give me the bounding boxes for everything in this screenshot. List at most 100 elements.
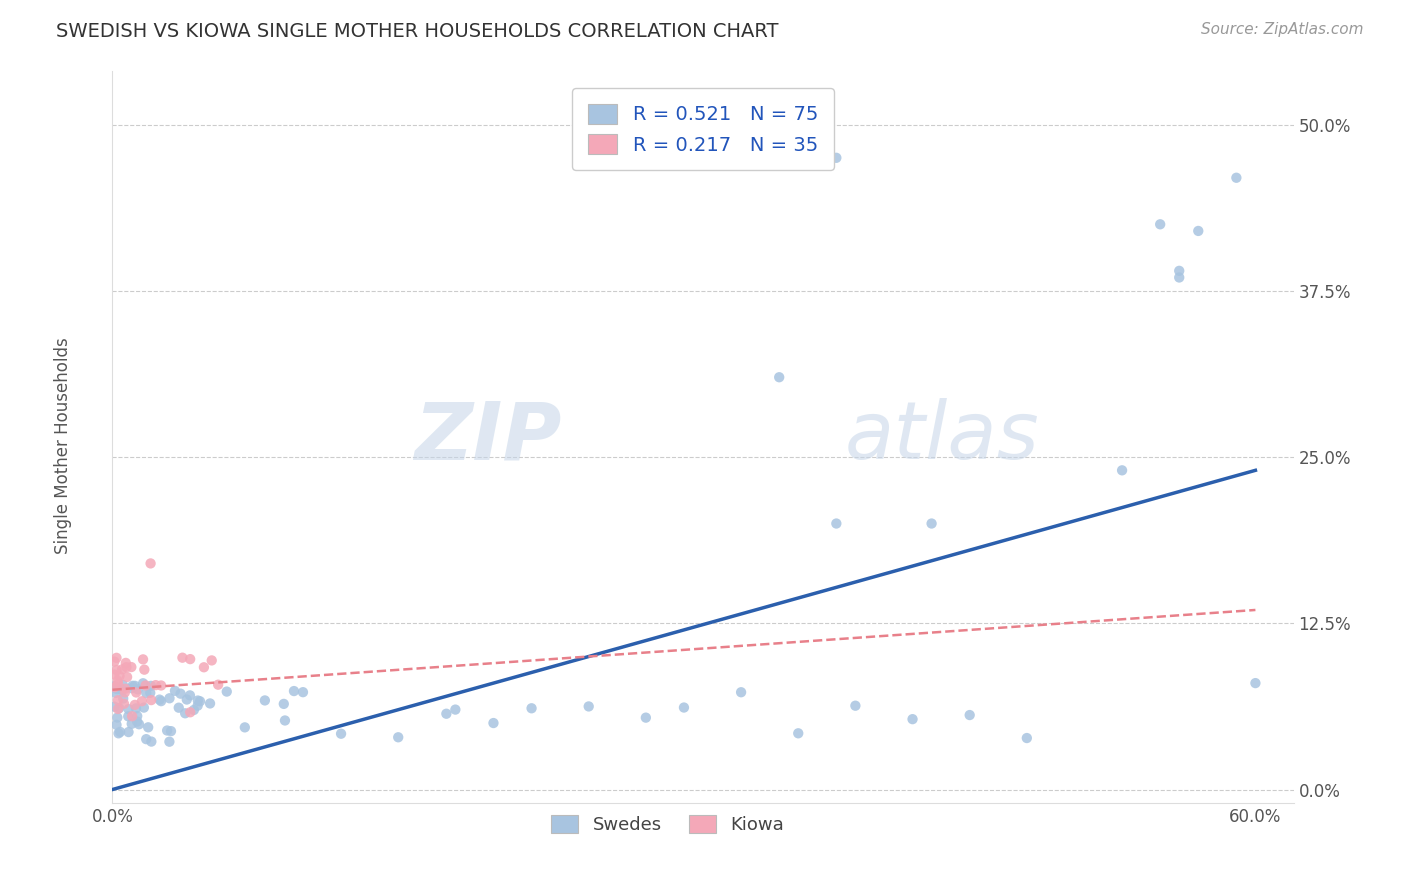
Point bbox=[107, 726, 129, 740]
Point bbox=[108, 725, 131, 739]
Point bbox=[921, 516, 943, 531]
Point bbox=[128, 717, 150, 731]
Text: Single Mother Households: Single Mother Households bbox=[55, 338, 72, 554]
Point bbox=[768, 370, 790, 384]
Point bbox=[103, 667, 125, 681]
Point bbox=[163, 683, 186, 698]
Point bbox=[730, 685, 752, 699]
Point bbox=[105, 650, 128, 665]
Point bbox=[188, 694, 211, 708]
Point bbox=[1111, 463, 1133, 477]
Point bbox=[169, 687, 191, 701]
Point bbox=[1244, 676, 1267, 690]
Point bbox=[108, 669, 131, 683]
Point bbox=[125, 701, 148, 715]
Point bbox=[117, 725, 139, 739]
Point bbox=[482, 716, 505, 731]
Point bbox=[253, 693, 276, 707]
Point bbox=[121, 681, 143, 696]
Point bbox=[134, 663, 156, 677]
Point bbox=[105, 718, 128, 732]
Point bbox=[111, 682, 134, 697]
Point bbox=[176, 692, 198, 706]
Point bbox=[959, 708, 981, 723]
Point bbox=[444, 703, 467, 717]
Point bbox=[135, 678, 157, 692]
Point bbox=[825, 151, 848, 165]
Point bbox=[141, 693, 163, 707]
Point bbox=[193, 660, 215, 674]
Point bbox=[124, 679, 146, 693]
Point bbox=[127, 709, 149, 723]
Point bbox=[124, 698, 146, 712]
Point bbox=[150, 694, 173, 708]
Point bbox=[112, 697, 135, 711]
Point bbox=[105, 682, 128, 697]
Point bbox=[187, 693, 209, 707]
Point bbox=[291, 685, 314, 699]
Point bbox=[131, 694, 153, 708]
Point bbox=[174, 706, 197, 721]
Point bbox=[139, 679, 162, 693]
Point bbox=[111, 662, 134, 676]
Point bbox=[104, 680, 127, 694]
Point bbox=[787, 726, 810, 740]
Point bbox=[135, 686, 157, 700]
Point bbox=[120, 660, 142, 674]
Point bbox=[107, 702, 129, 716]
Point bbox=[634, 711, 657, 725]
Point bbox=[274, 714, 297, 728]
Point bbox=[179, 706, 201, 720]
Point bbox=[167, 700, 190, 714]
Point bbox=[121, 716, 143, 731]
Point bbox=[207, 678, 229, 692]
Point bbox=[121, 709, 143, 723]
Point bbox=[198, 697, 221, 711]
Text: Source: ZipAtlas.com: Source: ZipAtlas.com bbox=[1201, 22, 1364, 37]
Point bbox=[183, 703, 205, 717]
Text: atlas: atlas bbox=[845, 398, 1039, 476]
Point bbox=[136, 720, 159, 734]
Point bbox=[215, 684, 238, 698]
Point bbox=[825, 516, 848, 531]
Point bbox=[1168, 264, 1191, 278]
Point bbox=[201, 653, 224, 667]
Point bbox=[114, 685, 136, 699]
Point bbox=[1168, 270, 1191, 285]
Point bbox=[179, 652, 201, 666]
Point bbox=[172, 650, 194, 665]
Point bbox=[145, 678, 167, 692]
Point bbox=[578, 699, 600, 714]
Point bbox=[672, 700, 695, 714]
Legend: Swedes, Kiowa: Swedes, Kiowa bbox=[544, 807, 792, 841]
Point bbox=[187, 698, 209, 713]
Point bbox=[139, 557, 162, 571]
Point bbox=[273, 697, 295, 711]
Point bbox=[132, 700, 155, 714]
Point bbox=[111, 678, 134, 692]
Point bbox=[107, 677, 129, 691]
Point bbox=[139, 686, 162, 700]
Point bbox=[107, 693, 129, 707]
Point bbox=[114, 681, 136, 696]
Point bbox=[330, 727, 353, 741]
Point bbox=[125, 685, 148, 699]
Point bbox=[132, 676, 155, 690]
Point bbox=[103, 679, 125, 693]
Point bbox=[107, 673, 129, 688]
Point bbox=[1225, 170, 1247, 185]
Point bbox=[179, 689, 201, 703]
Point bbox=[105, 710, 128, 724]
Point bbox=[157, 735, 180, 749]
Point bbox=[160, 724, 183, 739]
Point bbox=[283, 684, 305, 698]
Point bbox=[108, 701, 131, 715]
Point bbox=[103, 699, 125, 714]
Point bbox=[1149, 217, 1171, 231]
Point bbox=[901, 712, 924, 726]
Point bbox=[150, 678, 173, 692]
Point bbox=[104, 686, 127, 700]
Point bbox=[112, 691, 135, 706]
Point bbox=[233, 720, 256, 734]
Point bbox=[115, 670, 138, 684]
